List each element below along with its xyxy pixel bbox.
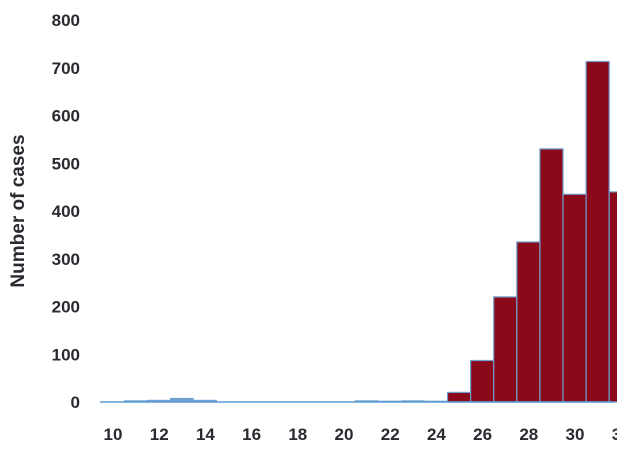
x-tick-label: 30: [566, 425, 585, 444]
bar-31: [585, 60, 610, 403]
x-tick-label: 18: [288, 425, 307, 444]
bar-32: [608, 191, 617, 403]
y-tick-label: 800: [52, 11, 80, 30]
x-tick-label: 22: [381, 425, 400, 444]
y-axis-ticks: 0 100 200 300 400 500 600 700 800: [52, 11, 80, 412]
x-tick-label: 26: [473, 425, 492, 444]
x-tick-label: 32: [612, 425, 617, 444]
bar-30: [562, 193, 587, 403]
x-tick-label: 16: [242, 425, 261, 444]
bar-29: [539, 148, 564, 403]
y-tick-label: 300: [52, 250, 80, 269]
y-tick-label: 0: [71, 393, 80, 412]
bar-25: [446, 391, 472, 403]
x-tick-label: 12: [150, 425, 169, 444]
y-tick-label: 600: [52, 107, 80, 126]
x-axis-ticks: 10 12 14 16 18 20 22 24 26 28 30 32: [104, 425, 617, 444]
x-tick-label: 14: [196, 425, 215, 444]
x-tick-label: 24: [427, 425, 446, 444]
plot-area: [100, 60, 617, 403]
y-tick-label: 700: [52, 59, 80, 78]
y-tick-label: 200: [52, 298, 80, 317]
y-tick-label: 100: [52, 345, 80, 364]
y-tick-label: 400: [52, 202, 80, 221]
x-tick-label: 28: [519, 425, 538, 444]
bar-28: [516, 241, 541, 403]
y-tick-label: 500: [52, 154, 80, 173]
x-tick-label: 20: [335, 425, 354, 444]
x-tick-label: 10: [104, 425, 123, 444]
bar-26: [470, 359, 495, 403]
y-axis-title: Number of cases: [8, 134, 29, 287]
bar-27: [493, 296, 518, 403]
